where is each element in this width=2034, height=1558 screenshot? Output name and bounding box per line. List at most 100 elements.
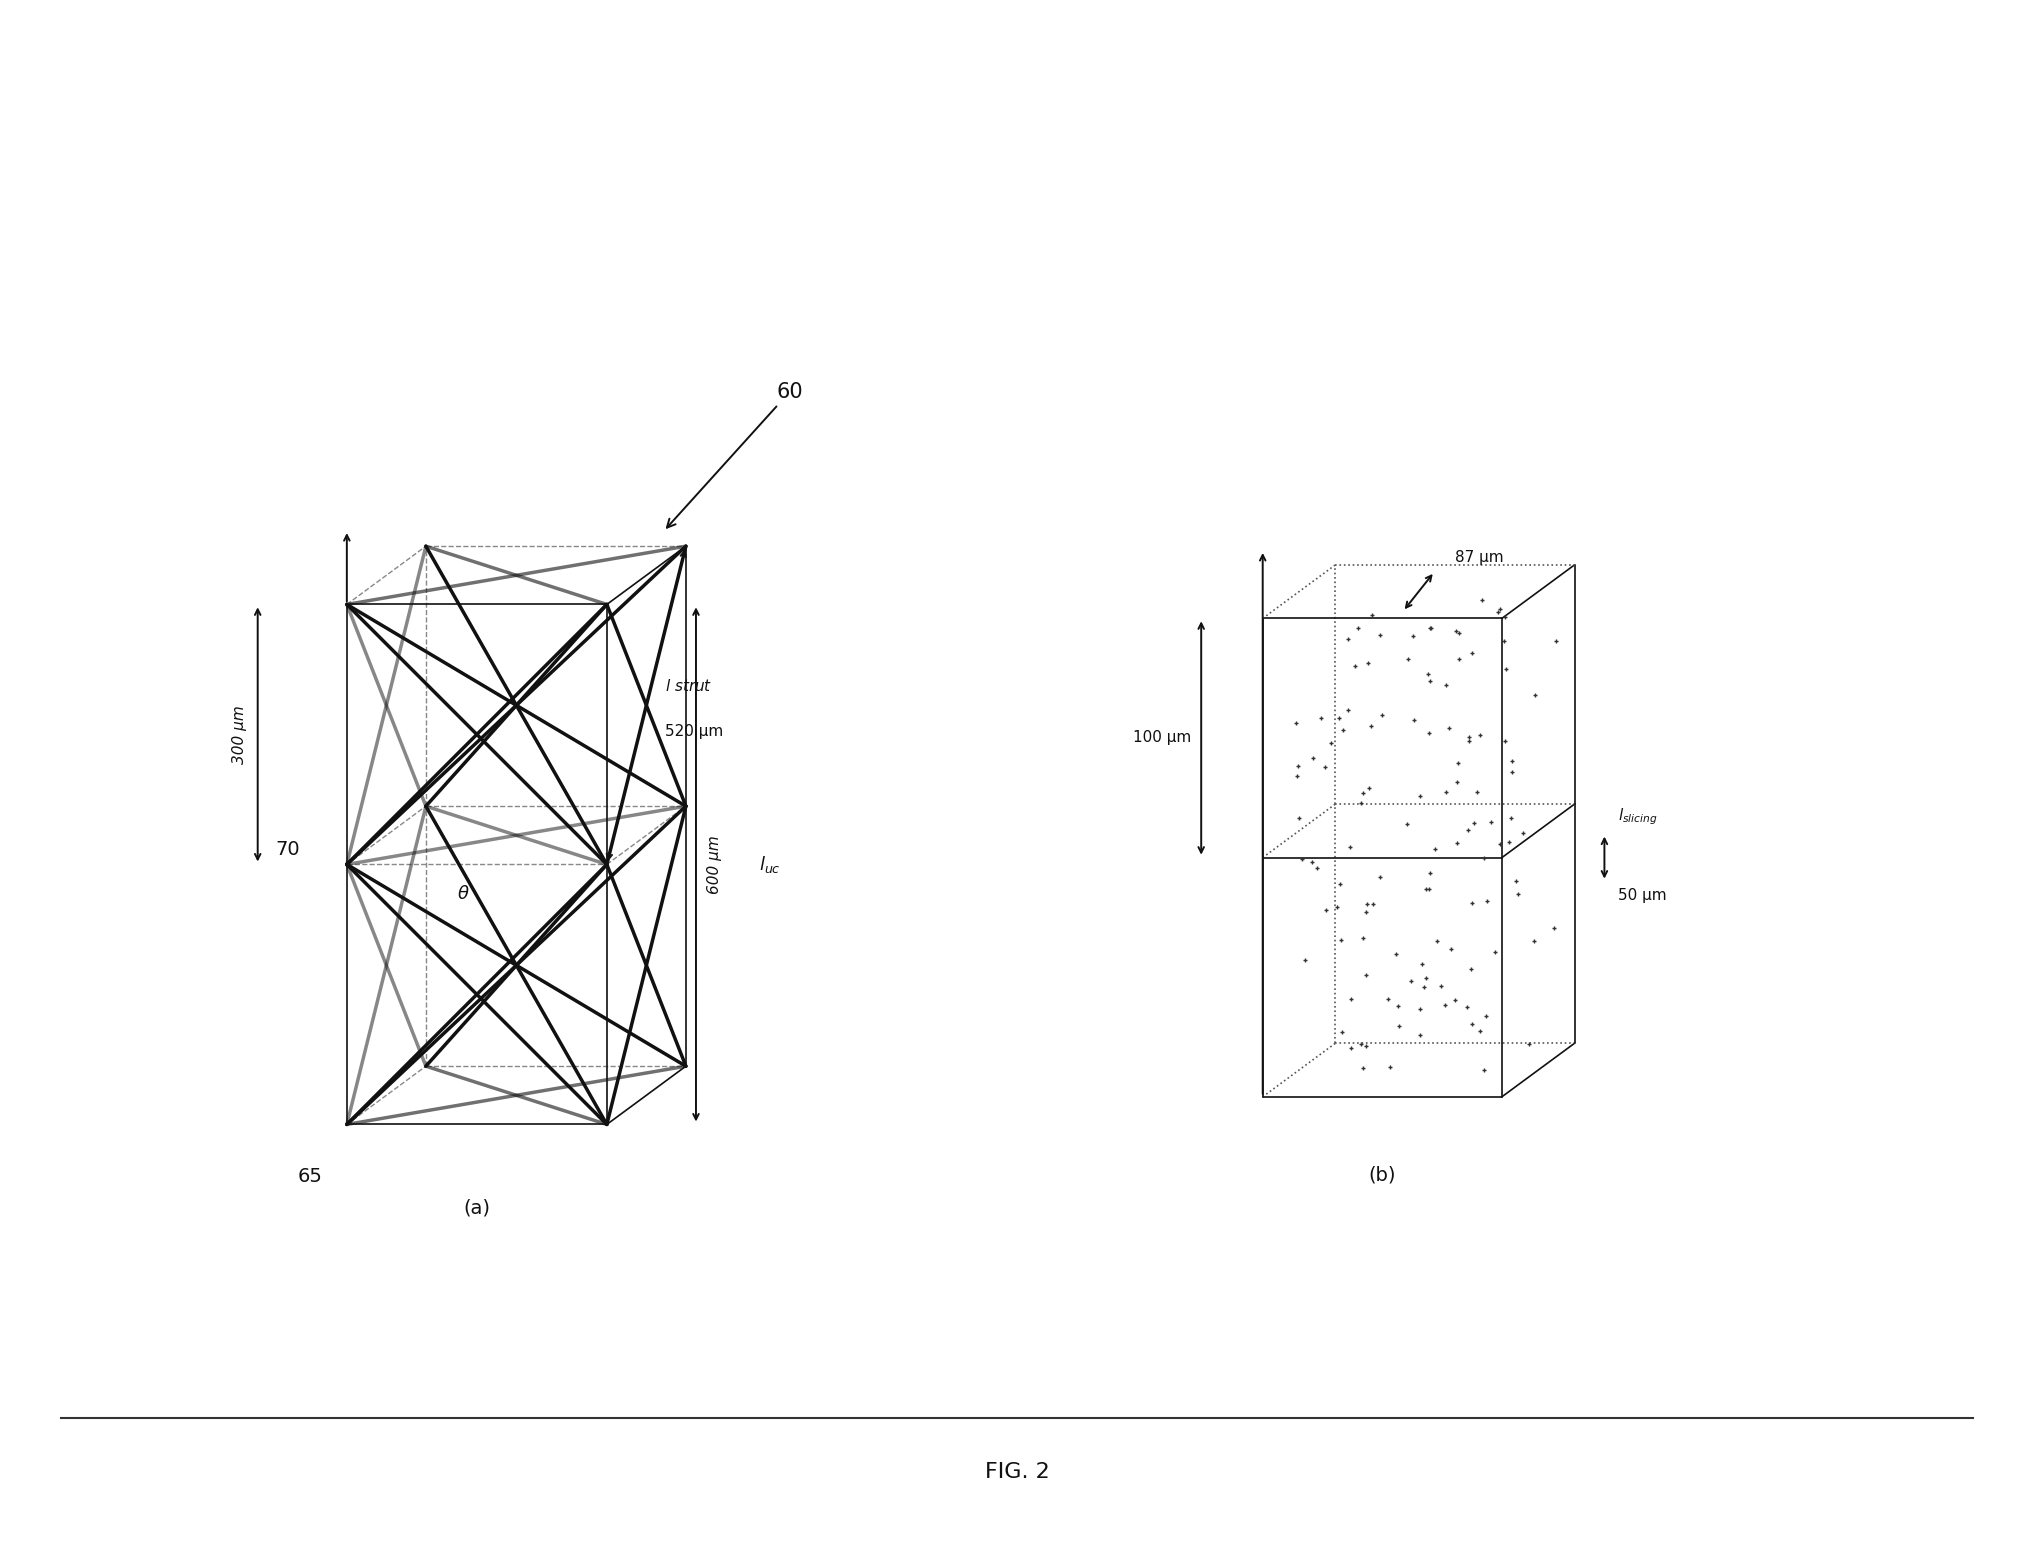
Point: [1365, 865, 1397, 890]
Point: [1349, 963, 1381, 988]
Point: [1363, 623, 1395, 648]
Point: [1397, 623, 1430, 648]
Point: [1462, 721, 1495, 746]
Point: [1434, 936, 1467, 961]
Point: [1483, 597, 1515, 622]
Text: 70: 70: [275, 840, 299, 858]
Text: 300 μm: 300 μm: [232, 706, 246, 763]
Text: 100 μm: 100 μm: [1133, 731, 1192, 745]
Point: [1324, 927, 1357, 952]
Point: [1383, 1013, 1416, 1038]
Text: 50 μm: 50 μm: [1619, 888, 1666, 904]
Point: [1485, 832, 1517, 857]
Point: [1403, 784, 1436, 809]
Point: [1342, 615, 1375, 640]
Point: [1440, 619, 1473, 643]
Point: [1391, 647, 1424, 671]
Point: [1489, 728, 1521, 753]
Point: [1440, 830, 1473, 855]
Point: [1347, 925, 1379, 950]
Point: [1487, 629, 1519, 654]
Point: [1479, 939, 1511, 964]
Point: [1540, 628, 1572, 653]
Point: [1332, 698, 1365, 723]
Point: [1464, 587, 1497, 612]
Point: [1290, 947, 1322, 972]
Text: (b): (b): [1369, 1165, 1395, 1184]
Point: [1456, 891, 1489, 916]
Point: [1405, 950, 1438, 975]
Text: FIG. 2: FIG. 2: [984, 1463, 1050, 1482]
Point: [1430, 779, 1462, 804]
Point: [1326, 1019, 1359, 1044]
Point: [1430, 992, 1462, 1017]
Point: [1495, 805, 1528, 830]
Point: [1432, 715, 1464, 740]
Text: 520 μm: 520 μm: [665, 724, 724, 738]
Point: [1403, 997, 1436, 1022]
Text: $\it{l}$ strut: $\it{l}$ strut: [665, 678, 712, 695]
Point: [1326, 718, 1359, 743]
Point: [1300, 855, 1332, 880]
Point: [1424, 974, 1456, 999]
Point: [1416, 615, 1448, 640]
Point: [1499, 868, 1532, 893]
Point: [1460, 779, 1493, 804]
Point: [1395, 969, 1428, 994]
Point: [1471, 1003, 1503, 1028]
Point: [1442, 751, 1475, 776]
Point: [1381, 992, 1414, 1017]
Point: [1410, 966, 1442, 991]
Point: [1338, 653, 1371, 678]
Point: [1314, 731, 1347, 756]
Point: [1357, 603, 1389, 628]
Point: [1440, 770, 1473, 795]
Point: [1507, 820, 1540, 844]
Point: [1324, 871, 1357, 896]
Text: θ: θ: [458, 885, 468, 902]
Point: [1414, 860, 1446, 885]
Point: [1391, 812, 1424, 837]
Point: [1349, 901, 1381, 925]
Point: [1501, 882, 1534, 907]
Point: [1355, 714, 1387, 738]
Point: [1357, 891, 1389, 916]
Point: [1513, 1031, 1546, 1056]
Point: [1442, 647, 1475, 671]
Point: [1412, 876, 1444, 901]
Point: [1322, 894, 1355, 919]
Point: [1452, 724, 1485, 749]
Point: [1334, 1036, 1367, 1061]
Point: [1351, 1033, 1383, 1058]
Point: [1397, 707, 1430, 732]
Point: [1519, 682, 1552, 707]
Text: 600 μm: 600 μm: [708, 835, 722, 894]
Point: [1422, 929, 1454, 953]
Point: [1353, 776, 1385, 801]
Point: [1332, 626, 1365, 651]
Point: [1334, 835, 1367, 860]
Point: [1452, 728, 1485, 753]
Point: [1279, 710, 1312, 735]
Point: [1379, 941, 1412, 966]
Point: [1497, 759, 1530, 784]
Point: [1412, 662, 1444, 687]
Text: (a): (a): [464, 1198, 490, 1218]
Point: [1438, 988, 1471, 1013]
Point: [1306, 706, 1338, 731]
Point: [1458, 810, 1491, 835]
Point: [1279, 763, 1312, 788]
Point: [1408, 975, 1440, 1000]
Point: [1489, 657, 1521, 682]
Point: [1344, 1031, 1377, 1056]
Point: [1296, 849, 1328, 874]
Text: 65: 65: [297, 1167, 321, 1186]
Text: 87 μm: 87 μm: [1454, 550, 1503, 566]
Point: [1430, 673, 1462, 698]
Point: [1347, 781, 1379, 805]
Point: [1296, 745, 1328, 770]
Point: [1308, 756, 1340, 781]
Point: [1365, 703, 1397, 728]
Point: [1475, 810, 1507, 835]
Text: $\it{l}_{slicing}$: $\it{l}_{slicing}$: [1619, 805, 1658, 827]
